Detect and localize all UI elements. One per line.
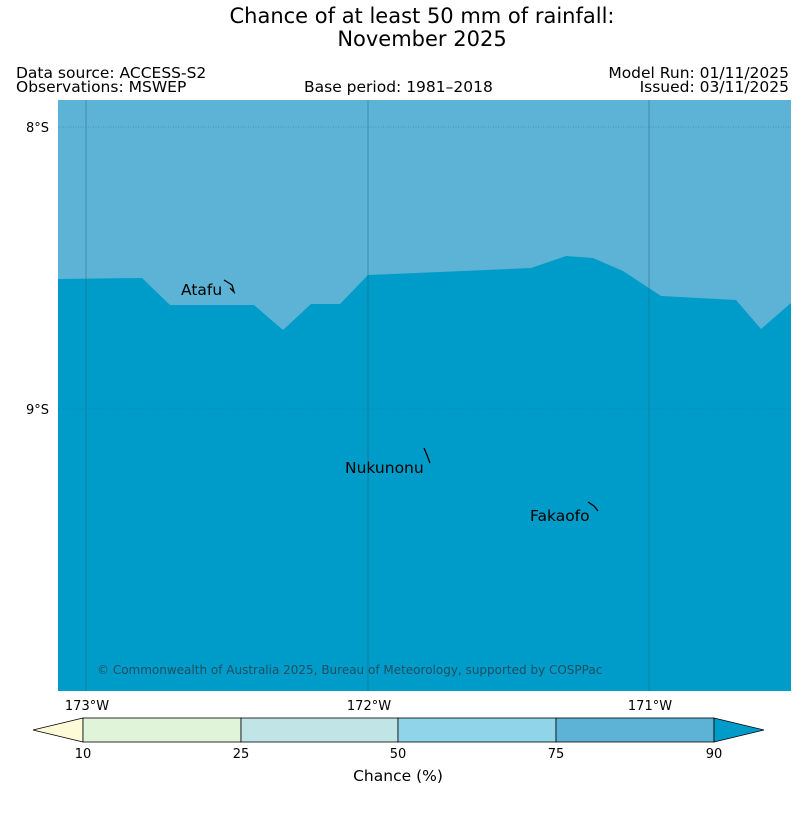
lon-label-171w: 171°W <box>628 699 672 714</box>
observations-label: Observations: MSWEP <box>16 78 187 96</box>
colorbar-tick-90: 90 <box>706 747 723 762</box>
colorbar-tick-50: 50 <box>390 747 407 762</box>
colorbar-segment-50-75 <box>397 717 557 743</box>
model-run-label: Model Run: 01/11/2025 <box>608 64 789 82</box>
atafu-island-outline <box>223 279 236 295</box>
data-source-label: Data source: ACCESS-S2 <box>16 64 207 82</box>
graticule <box>58 100 791 691</box>
colorbar-tick-25: 25 <box>233 747 250 762</box>
colorbar-segment-above-90 <box>713 717 765 743</box>
chart-title-line1: Chance of at least 50 mm of rainfall: <box>229 4 615 28</box>
colorbar-segment-10-25 <box>82 717 242 743</box>
lon-label-173w: 173°W <box>65 699 109 714</box>
colorbar-tick-75: 75 <box>548 747 565 762</box>
chart-title-line2: November 2025 <box>337 27 507 51</box>
place-label-nukunonu: Nukunonu <box>345 459 424 477</box>
nukunonu-island-outline <box>423 447 431 464</box>
colorbar-segment-below-10 <box>32 717 84 743</box>
lat-label-8s: 8°S <box>26 121 49 136</box>
fakaofo-island-outline <box>587 501 599 512</box>
lon-label-172w: 172°W <box>347 699 391 714</box>
lat-label-9s: 9°S <box>26 403 49 418</box>
copyright-notice: © Commonwealth of Australia 2025, Bureau… <box>97 663 602 677</box>
place-label-atafu: Atafu <box>181 281 222 299</box>
band-90-plus <box>58 256 791 691</box>
colorbar: 10 25 50 75 90 Chance (%) <box>32 717 765 785</box>
place-label-fakaofo: Fakaofo <box>530 507 590 525</box>
colorbar-tick-10: 10 <box>75 747 92 762</box>
base-period-label: Base period: 1981–2018 <box>304 78 493 96</box>
colorbar-label: Chance (%) <box>353 767 443 785</box>
colorbar-segment-25-50 <box>240 717 399 743</box>
colorbar-segment-75-90 <box>555 717 715 743</box>
issued-label: Issued: 03/11/2025 <box>639 78 789 96</box>
